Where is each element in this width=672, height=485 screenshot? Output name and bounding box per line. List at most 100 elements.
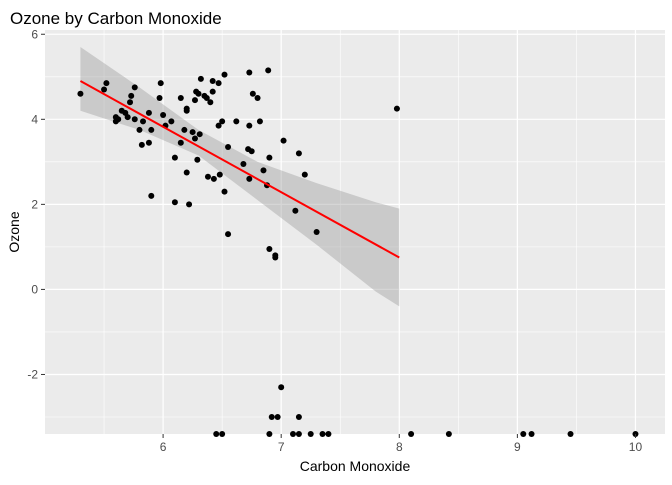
data-point: [195, 90, 202, 97]
data-point: [101, 86, 108, 93]
data-point: [204, 173, 211, 180]
data-point: [225, 231, 232, 238]
data-point: [266, 154, 273, 161]
data-point: [168, 118, 175, 125]
data-point: [136, 126, 143, 133]
data-point: [272, 254, 279, 261]
x-tick-label: 9: [514, 440, 521, 454]
confidence-band: [80, 47, 400, 307]
data-point: [115, 116, 122, 123]
data-point: [124, 114, 131, 121]
data-point: [177, 95, 184, 102]
data-point: [265, 67, 272, 74]
data-point: [280, 137, 287, 144]
data-point-clipped: [266, 431, 273, 437]
data-point: [313, 229, 320, 235]
data-point: [268, 413, 275, 420]
x-tick-label: 8: [396, 440, 403, 454]
data-point: [186, 201, 193, 208]
y-axis: -2 0 2 4 6: [27, 27, 45, 381]
y-tick-label: 0: [31, 282, 38, 296]
data-point: [191, 97, 198, 104]
data-point-clipped: [520, 431, 527, 437]
data-point: [203, 95, 210, 102]
data-point: [393, 105, 400, 112]
data-point-clipped: [325, 431, 332, 437]
data-point: [196, 131, 203, 138]
x-tick-label: 10: [629, 440, 643, 454]
data-point: [145, 109, 152, 116]
y-tick-label: -2: [27, 367, 38, 381]
data-point-clipped: [307, 431, 314, 437]
data-point: [189, 129, 196, 136]
x-tick-label: 6: [160, 440, 167, 454]
data-point: [145, 139, 152, 146]
data-point: [278, 384, 285, 391]
data-point: [191, 135, 198, 142]
data-point: [194, 156, 201, 163]
data-point: [221, 188, 228, 195]
data-point: [156, 95, 163, 102]
data-point: [248, 148, 255, 155]
data-point: [183, 169, 190, 176]
data-point: [292, 207, 299, 214]
data-point: [207, 99, 214, 106]
data-point-clipped: [567, 431, 574, 437]
data-point: [256, 118, 263, 125]
data-point: [221, 71, 228, 78]
minor-gridlines: [45, 30, 665, 434]
x-axis: 6 7 8 9 10: [160, 434, 643, 454]
x-tick-label: 7: [278, 440, 285, 454]
data-point: [197, 75, 204, 82]
data-point: [138, 141, 145, 148]
data-point: [140, 118, 147, 125]
data-point: [246, 175, 253, 182]
data-point: [157, 80, 164, 87]
data-point: [160, 112, 167, 119]
data-point: [127, 99, 134, 106]
data-point: [131, 116, 138, 123]
confidence-band-layer: [80, 47, 400, 307]
data-point: [177, 139, 184, 146]
data-point-clipped: [319, 431, 326, 437]
y-tick-label: 4: [31, 112, 38, 126]
data-point: [171, 199, 178, 206]
data-point: [148, 192, 155, 199]
data-point: [295, 413, 302, 420]
data-point: [210, 175, 217, 182]
data-point: [171, 154, 178, 161]
data-point-clipped: [295, 431, 302, 437]
data-point: [246, 69, 253, 76]
data-point: [260, 167, 267, 174]
fit-line-layer: [79, 80, 400, 259]
data-point: [219, 118, 226, 125]
fit-line: [79, 80, 400, 259]
data-point: [249, 90, 256, 97]
data-point-clipped: [445, 431, 452, 437]
y-axis-label: Ozone: [6, 211, 22, 252]
data-point-clipped: [290, 431, 296, 437]
data-point: [254, 95, 261, 102]
data-point-clipped: [219, 431, 226, 437]
data-point: [209, 78, 216, 85]
y-tick-label: 6: [31, 27, 38, 41]
data-point: [274, 413, 281, 420]
data-point: [148, 126, 155, 133]
data-point: [183, 107, 190, 114]
data-point: [233, 118, 240, 125]
y-tick-label: 2: [31, 197, 38, 211]
data-point: [216, 171, 223, 178]
chart-title: Ozone by Carbon Monoxide: [10, 9, 222, 28]
data-point: [225, 143, 232, 150]
major-gridlines: [45, 30, 665, 434]
data-point: [77, 90, 84, 97]
data-point: [131, 84, 138, 91]
data-point: [181, 126, 188, 133]
data-point: [128, 92, 135, 99]
data-point: [215, 80, 222, 87]
data-point: [103, 80, 110, 87]
data-point: [240, 160, 247, 167]
data-point-clipped: [528, 431, 535, 437]
